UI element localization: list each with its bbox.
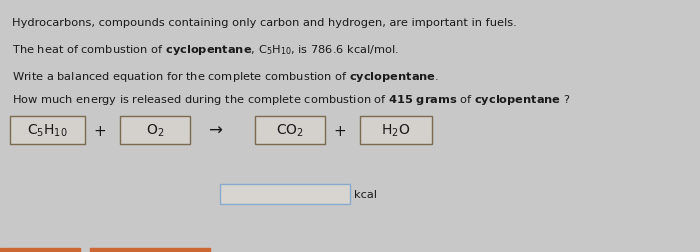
Bar: [120, 116, 190, 144]
Bar: [0, 248, 80, 252]
Bar: [220, 184, 350, 204]
Text: →: →: [208, 121, 222, 139]
Text: H$_2$O: H$_2$O: [382, 122, 411, 139]
Text: CO$_2$: CO$_2$: [276, 122, 304, 139]
Text: The heat of combustion of $\mathbf{cyclopentane}$, C$_5$H$_{10}$, is 786.6 kcal/: The heat of combustion of $\mathbf{cyclo…: [12, 43, 399, 57]
Bar: [360, 116, 432, 144]
Text: kcal: kcal: [354, 189, 377, 199]
Bar: [10, 116, 85, 144]
Text: Write a balanced equation for the complete combustion of $\mathbf{cyclopentane}$: Write a balanced equation for the comple…: [12, 70, 439, 84]
Text: How much energy is released during the complete combustion of $\mathbf{415\ gram: How much energy is released during the c…: [12, 93, 570, 107]
Bar: [255, 116, 325, 144]
Text: +: +: [94, 123, 106, 138]
Bar: [90, 248, 210, 252]
Text: Hydrocarbons, compounds containing only carbon and hydrogen, are important in fu: Hydrocarbons, compounds containing only …: [12, 18, 517, 28]
Text: C$_5$H$_{10}$: C$_5$H$_{10}$: [27, 122, 68, 139]
Text: O$_2$: O$_2$: [146, 122, 164, 139]
Text: +: +: [334, 123, 346, 138]
